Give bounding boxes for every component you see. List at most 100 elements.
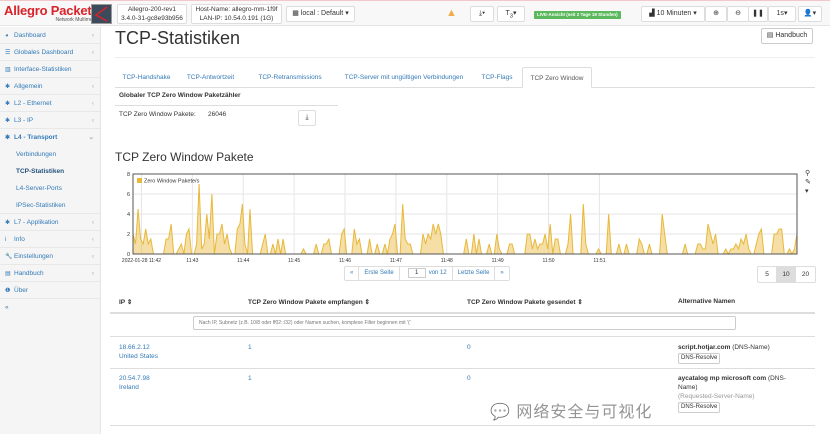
first-page-button[interactable]: Erste Seite — [359, 267, 400, 280]
last-page-button[interactable]: Letzte Seite — [453, 267, 496, 280]
series-line — [132, 183, 798, 256]
x-tick-label: 11:45 — [288, 258, 300, 264]
zoom-icon[interactable]: ⚲ — [805, 170, 811, 177]
sidebar-item-info[interactable]: i Info ‹ — [0, 231, 100, 248]
watermark: 💬 网络安全与可视化 — [490, 404, 653, 421]
chart-tools: ⚲ ✎ ▾ — [805, 169, 811, 196]
wrench-icon: 🔧 — [5, 254, 13, 260]
x-tick-label: 11:48 — [441, 258, 453, 264]
sidebar-item-l3[interactable]: ✱ L3 - IP ‹ — [0, 112, 100, 129]
info-icon: i — [5, 237, 7, 243]
dns-resolve-button[interactable]: DNS-Resolve — [678, 353, 721, 364]
caret-down-icon[interactable]: ▾ — [805, 188, 809, 195]
received-count[interactable]: 1 — [248, 344, 252, 351]
divider — [115, 105, 338, 106]
divider — [110, 312, 815, 314]
zoom-out-button[interactable]: ⊖ — [727, 6, 749, 22]
sidebar-item-about[interactable]: ❶ Über — [0, 282, 100, 299]
tab-flags[interactable]: TCP-Flags — [481, 74, 513, 81]
list-icon: ☰ — [5, 50, 11, 56]
table-row: 20.54.7.98 Ireland 1 0 aycatalog mp micro… — [110, 368, 815, 426]
sidebar-sub-tcp-stats[interactable]: TCP-Statistiken — [16, 168, 65, 175]
pagination: « Erste Seite 1 von 12 Letzte Seite » — [344, 266, 510, 281]
sidebar-sub-l4-ports[interactable]: L4-Server-Ports — [16, 185, 62, 192]
y-tick-label: 4 — [127, 212, 130, 218]
page-size-20[interactable]: 20 — [801, 271, 810, 278]
next-page-button[interactable]: » — [500, 270, 504, 276]
tab-invalid-servers[interactable]: TCP-Server mit ungültigen Verbindungen — [344, 74, 464, 81]
x-tick-label: 11:47 — [390, 258, 402, 264]
filter-dropdown[interactable]: T3▾ — [497, 6, 525, 22]
legend-label: Zero Window Pakete/s — [144, 179, 200, 185]
x-tick-label: 11:43 — [186, 258, 198, 264]
global-counter-title: Globaler TCP Zero Window Paketzähler — [119, 92, 241, 99]
sidebar-item-general[interactable]: ✱ Allgemein ‹ — [0, 78, 100, 95]
plot-border — [132, 173, 798, 255]
column-sent[interactable]: TCP Zero Window Pakete gesendet ⇕ — [467, 299, 583, 306]
time-range-dropdown[interactable]: ▟ 10 Minuten ▾ — [641, 6, 705, 22]
page-input[interactable]: 1 — [407, 268, 426, 278]
x-tick-label: 11:46 — [339, 258, 351, 264]
sidebar-item-l7[interactable]: ✱ L7 - Applikation ‹ — [0, 214, 100, 231]
profile-dropdown[interactable]: ▦ local : Default ▾ — [286, 6, 355, 22]
sent-count[interactable]: 0 — [467, 344, 471, 351]
tab-handshake[interactable]: TCP-Handshake — [122, 74, 171, 81]
zero-window-chart[interactable]: 0 2 4 6 8 2022-01-28 11:42 11:43 11:44 11:45 11:4… — [110, 168, 805, 268]
user-dropdown[interactable]: 👤▾ — [798, 6, 822, 22]
y-tick-label: 2 — [127, 232, 130, 238]
column-alt-names: Alternative Namen — [678, 298, 736, 305]
download-dropdown[interactable]: ⤓▾ — [470, 6, 494, 22]
sidebar-sub-connections[interactable]: Verbindungen — [16, 151, 57, 158]
legend-swatch — [137, 178, 142, 183]
gear-icon: ✱ — [5, 84, 11, 90]
page-size-selector: 5 10 20 — [757, 266, 816, 283]
sidebar-item-l2[interactable]: ✱ L2 - Ethernet ‹ — [0, 95, 100, 112]
x-tick-label: 11:51 — [593, 258, 605, 264]
gear-icon: ✱ — [5, 101, 11, 107]
sidebar-item-manual[interactable]: ▤ Handbuch ‹ — [0, 265, 100, 282]
ip-link[interactable]: 18.66.2.12 United States — [119, 344, 159, 360]
x-tick-label: 11:49 — [492, 258, 504, 264]
tab-response-time[interactable]: TCP-Antwortzeit — [186, 74, 235, 81]
host-info: Host-Name: allegro-mm-1f9f LAN-IP: 10.54.… — [191, 4, 282, 24]
top-bar: Allegro Packets Network Multimeter Allegr… — [0, 0, 830, 26]
column-received[interactable]: TCP Zero Window Pakete empfangen ⇕ — [248, 299, 370, 306]
dns-resolve-button[interactable]: DNS-Resolve — [678, 402, 721, 413]
page-title: TCP-Statistiken — [115, 28, 241, 48]
sidebar-sub-ipsec[interactable]: IPSec-Statistiken — [0, 197, 100, 214]
sidebar-item-global-dashboard[interactable]: ☰ Globales Dashboard ‹ — [0, 44, 100, 61]
column-ip[interactable]: IP ⇕ — [119, 299, 133, 306]
warning-icon[interactable]: ▲ — [446, 7, 457, 19]
download-button[interactable]: ⤓ — [298, 110, 316, 126]
zoom-in-button[interactable]: ⊕ — [705, 6, 727, 22]
logo[interactable]: Allegro Packets Network Multimeter — [4, 3, 99, 23]
sidebar-item-interface-stats[interactable]: ▥ Interface-Statistiken — [0, 61, 100, 78]
page-size-10[interactable]: 10 — [777, 267, 796, 282]
wechat-icon: 💬 — [490, 404, 511, 421]
bar-chart-icon: ▥ — [5, 67, 11, 73]
x-tick-label: 11:44 — [237, 258, 249, 264]
tab-zero-window[interactable]: TCP Zero Window — [522, 67, 592, 88]
chart-title: TCP Zero Window Pakete — [115, 150, 254, 164]
table-row: 18.66.2.12 United States 1 0 script.hotja… — [110, 336, 815, 368]
gear-icon: ✱ — [5, 220, 11, 226]
manual-button[interactable]: ▤ Handbuch — [761, 28, 813, 44]
received-count[interactable]: 1 — [248, 375, 252, 382]
pause-button[interactable]: ❚❚ — [748, 6, 768, 22]
dashboard-icon: ◕ — [5, 33, 9, 39]
page-size-5[interactable]: 5 — [758, 267, 777, 282]
table-filter-input[interactable]: Nach IP, Subnetz (z.B. 10/8 oder ff02::/… — [193, 316, 736, 330]
sidebar: ◕ Dashboard ‹ ☰ Globales Dashboard ‹ ▥ Interf… — [0, 27, 101, 434]
sidebar-item-dashboard[interactable]: ◕ Dashboard ‹ — [0, 27, 100, 44]
sidebar-collapse-button[interactable]: « — [5, 304, 9, 311]
counter-value: 26046 — [208, 111, 227, 118]
sidebar-item-l4[interactable]: ✱ L4 - Transport ⌄ — [0, 129, 100, 146]
pencil-icon[interactable]: ✎ — [805, 179, 811, 186]
prev-page-button[interactable]: « — [345, 267, 360, 280]
ip-link[interactable]: 20.54.7.98 Ireland — [119, 375, 150, 391]
live-badge: LIVE-Ansicht (seit 2 Tage 19 Stunden) — [534, 11, 621, 19]
refresh-dropdown[interactable]: 1s▾ — [768, 6, 796, 22]
tab-retransmissions[interactable]: TCP-Retransmissions — [258, 74, 322, 81]
sidebar-item-settings[interactable]: 🔧 Einstellungen ‹ — [0, 248, 100, 265]
sent-count[interactable]: 0 — [467, 375, 471, 382]
